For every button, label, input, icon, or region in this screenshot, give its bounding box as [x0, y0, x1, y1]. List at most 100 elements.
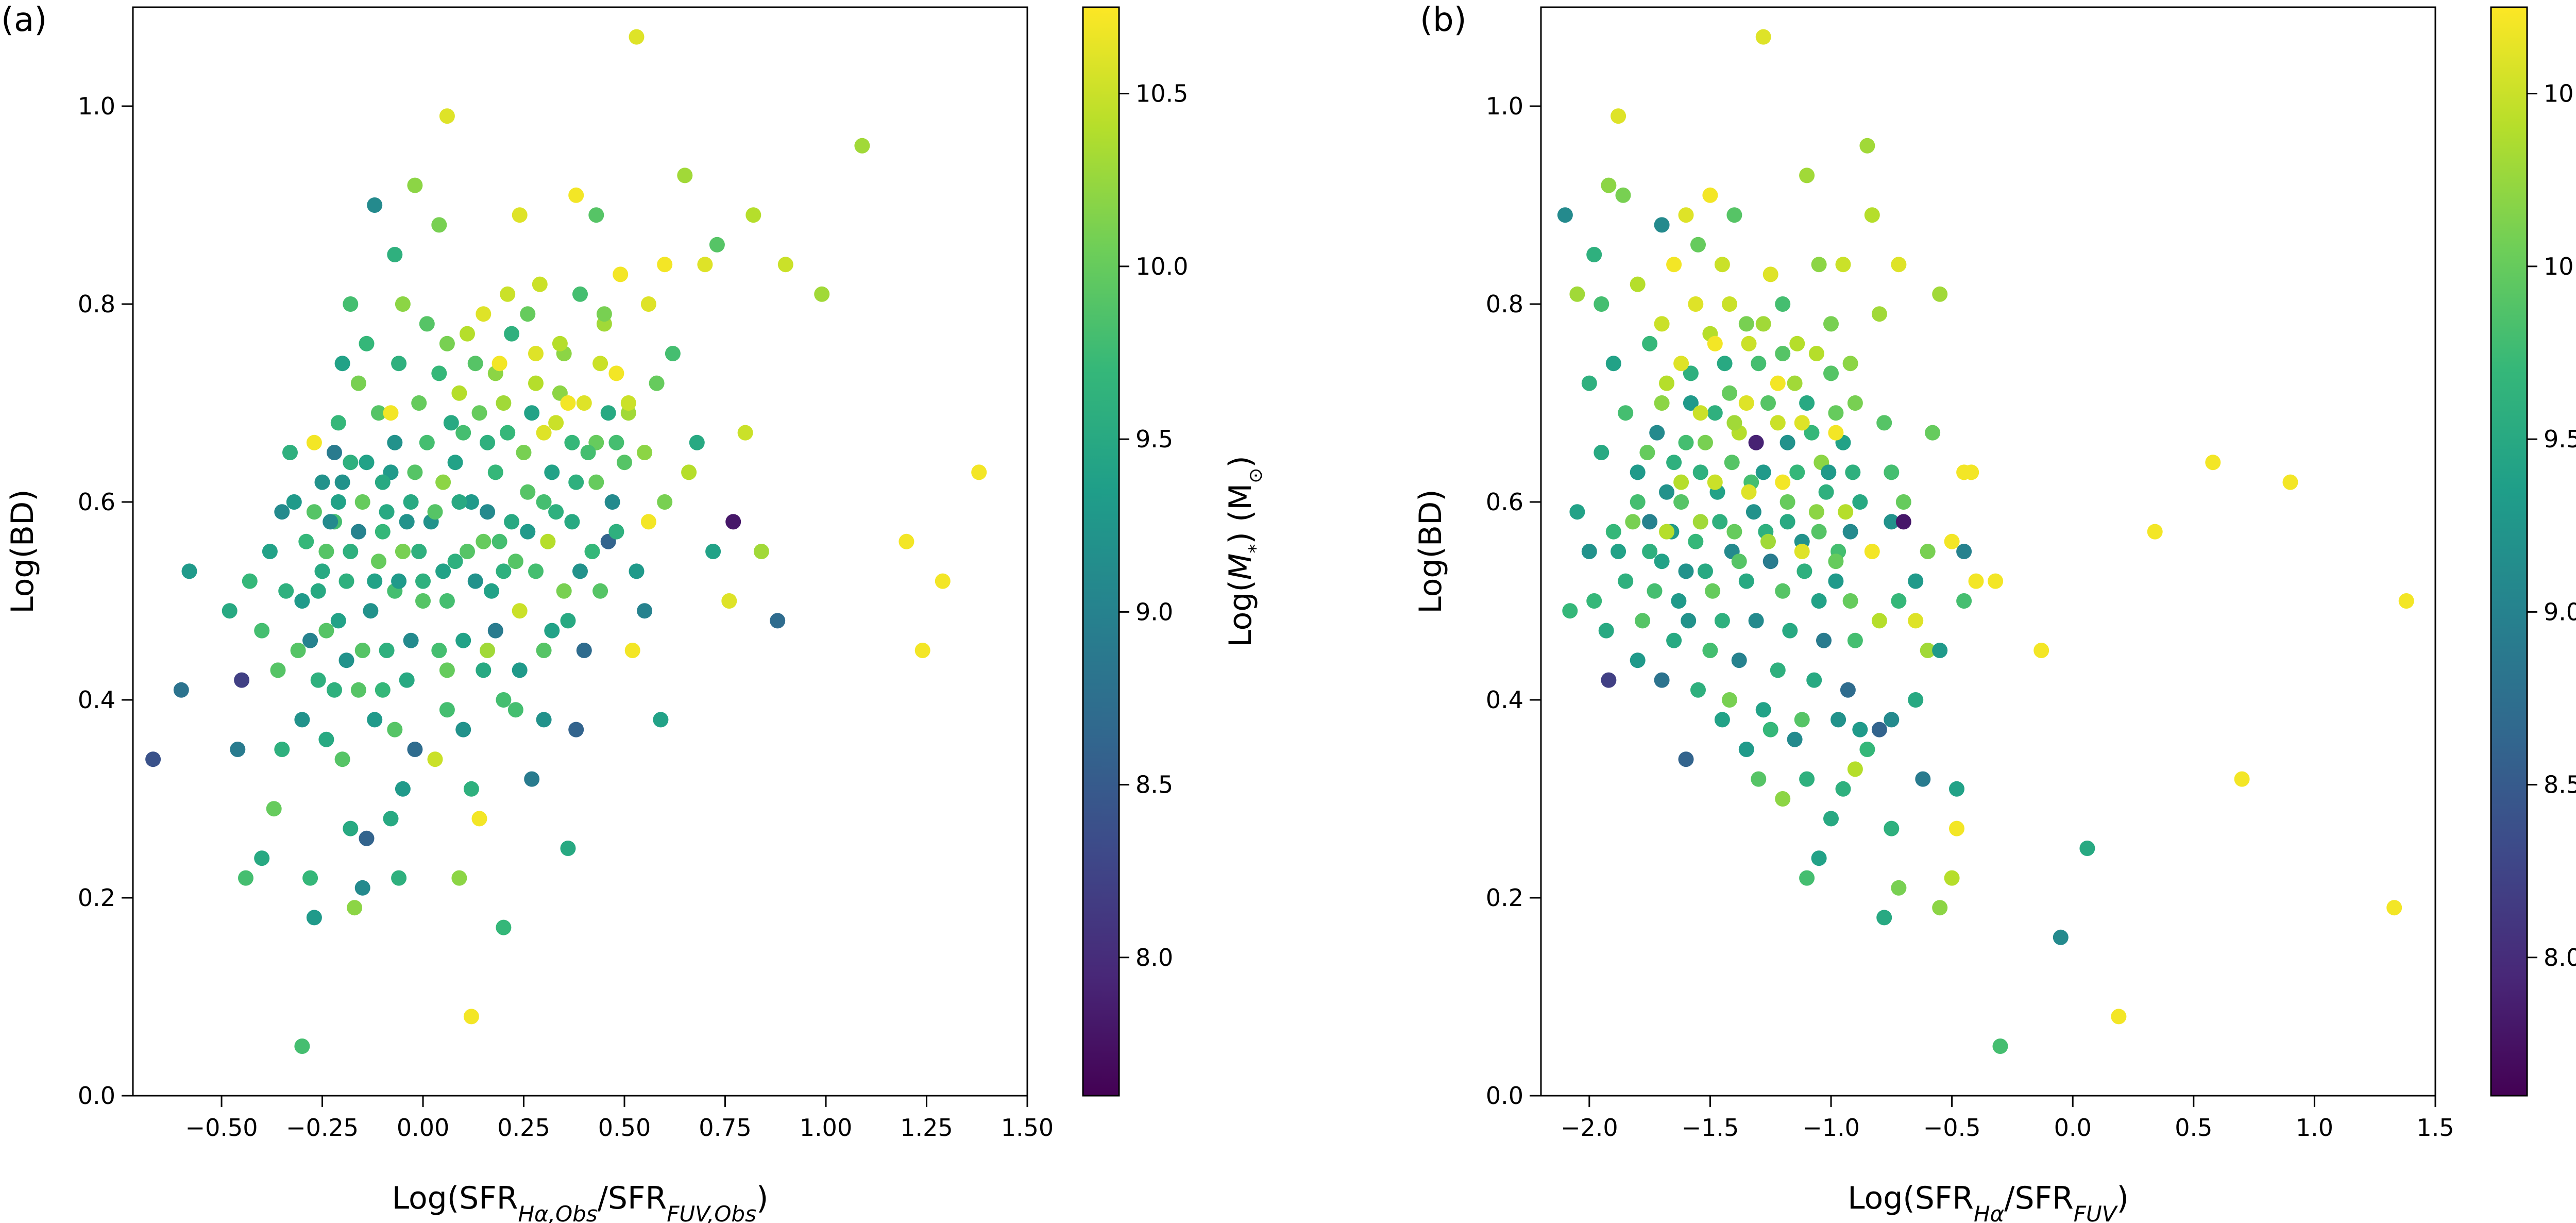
data-point	[1690, 237, 1706, 253]
data-point	[334, 751, 350, 767]
data-point	[1780, 494, 1795, 510]
data-point	[1823, 811, 1839, 827]
data-point	[592, 583, 608, 599]
data-point	[604, 494, 620, 510]
colorbar-label-a: Log(M*) (M⊙)	[1223, 456, 1266, 647]
colorbar-tick-label: 10.5	[1136, 80, 1188, 108]
data-point	[1818, 484, 1834, 500]
data-point	[1908, 613, 1924, 629]
data-point	[431, 217, 447, 233]
data-point	[1673, 474, 1689, 490]
data-point	[1642, 544, 1658, 559]
data-point	[568, 187, 584, 203]
data-point	[451, 870, 467, 886]
colorbar-frame-a	[1082, 6, 1120, 1097]
colorbar-a: 8.0 8.5 9.0 9.5 10.0 10.5 Log(M*) (M⊙)	[1082, 6, 1266, 1097]
data-point	[399, 672, 415, 688]
data-point	[548, 504, 564, 520]
y-tick-label: 0.2	[1486, 884, 1523, 912]
data-point	[487, 623, 503, 639]
data-point	[460, 544, 475, 559]
colorbar-tick-label: 9.0	[2544, 598, 2576, 626]
data-point	[1666, 632, 1682, 648]
data-point	[1692, 514, 1708, 530]
data-point	[1925, 425, 1941, 441]
points-a	[145, 29, 987, 1054]
data-point	[383, 811, 399, 827]
data-point	[1731, 554, 1747, 569]
data-point	[407, 464, 423, 480]
data-point	[608, 434, 624, 450]
data-point	[1891, 880, 1907, 896]
data-point	[914, 643, 930, 658]
data-point	[145, 751, 161, 767]
data-point	[298, 533, 314, 549]
data-point	[447, 554, 463, 569]
data-point	[419, 316, 435, 332]
data-point	[1823, 316, 1839, 332]
data-point	[1811, 850, 1827, 866]
data-point	[1762, 554, 1778, 569]
data-point	[504, 326, 520, 342]
y-axis-b: 0.0 0.2 0.4 0.6 0.8 1.0	[1486, 92, 1541, 1110]
data-point	[1770, 415, 1786, 431]
data-point	[354, 880, 370, 896]
data-point	[536, 425, 552, 441]
data-point	[544, 464, 560, 480]
data-point	[507, 702, 523, 718]
data-point	[705, 544, 721, 559]
data-point	[1731, 652, 1747, 668]
data-point	[507, 554, 523, 569]
data-point	[1594, 445, 1609, 460]
data-point	[681, 464, 697, 480]
data-point	[451, 494, 467, 510]
data-point	[343, 455, 359, 471]
data-point	[1707, 405, 1723, 421]
x-axis-a: −0.50 −0.25 0.00 0.25 0.50 0.75 1.00 1.25 1.50	[185, 1096, 1054, 1142]
data-point	[608, 524, 624, 540]
data-point	[524, 771, 540, 787]
y-tick-label: 0.4	[1486, 686, 1523, 714]
x-tick-label: −0.5	[1923, 1114, 1981, 1142]
data-point	[677, 167, 693, 183]
x-tick-label: −0.50	[185, 1114, 258, 1142]
data-point	[1722, 692, 1737, 708]
data-point	[1794, 712, 1810, 728]
data-point	[403, 494, 419, 510]
data-point	[181, 563, 197, 579]
data-point	[1920, 544, 1936, 559]
data-point	[1992, 1038, 2008, 1054]
data-point	[2147, 524, 2163, 540]
data-point	[334, 356, 350, 372]
data-point	[1838, 504, 1854, 520]
data-point	[1625, 514, 1641, 530]
data-point	[318, 544, 334, 559]
data-point	[282, 445, 298, 460]
data-point	[435, 563, 451, 579]
data-point	[576, 395, 592, 411]
data-point	[640, 514, 656, 530]
data-point	[1666, 257, 1682, 273]
data-point	[480, 643, 496, 658]
data-point	[1787, 375, 1803, 391]
data-point	[1775, 346, 1791, 361]
data-point	[242, 573, 258, 589]
colorbar-tick-label: 9.5	[1136, 425, 1173, 453]
data-point	[1920, 643, 1936, 658]
data-point	[1816, 632, 1832, 648]
data-point	[1847, 761, 1863, 777]
data-point	[262, 544, 278, 559]
data-point	[1915, 771, 1931, 787]
data-point	[1683, 395, 1699, 411]
data-point	[536, 643, 552, 658]
data-point	[1842, 524, 1858, 540]
data-point	[1789, 464, 1805, 480]
data-point	[1799, 395, 1815, 411]
data-point	[1847, 632, 1863, 648]
data-point	[395, 544, 411, 559]
data-point	[697, 257, 713, 273]
data-point	[314, 474, 330, 490]
data-point	[1811, 593, 1827, 609]
panel-label-b: (b)	[1420, 1, 1467, 39]
data-point	[480, 434, 496, 450]
